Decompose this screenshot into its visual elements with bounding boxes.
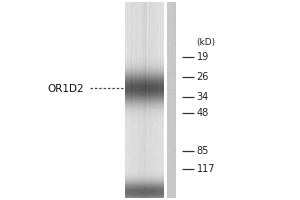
Text: OR1D2: OR1D2 — [47, 84, 84, 94]
Text: 19: 19 — [196, 52, 209, 62]
Text: 85: 85 — [196, 146, 209, 156]
Text: 34: 34 — [196, 92, 209, 102]
Text: 26: 26 — [196, 72, 209, 82]
Text: (kD): (kD) — [196, 38, 216, 46]
Text: 117: 117 — [196, 164, 215, 174]
Text: 48: 48 — [196, 108, 209, 118]
